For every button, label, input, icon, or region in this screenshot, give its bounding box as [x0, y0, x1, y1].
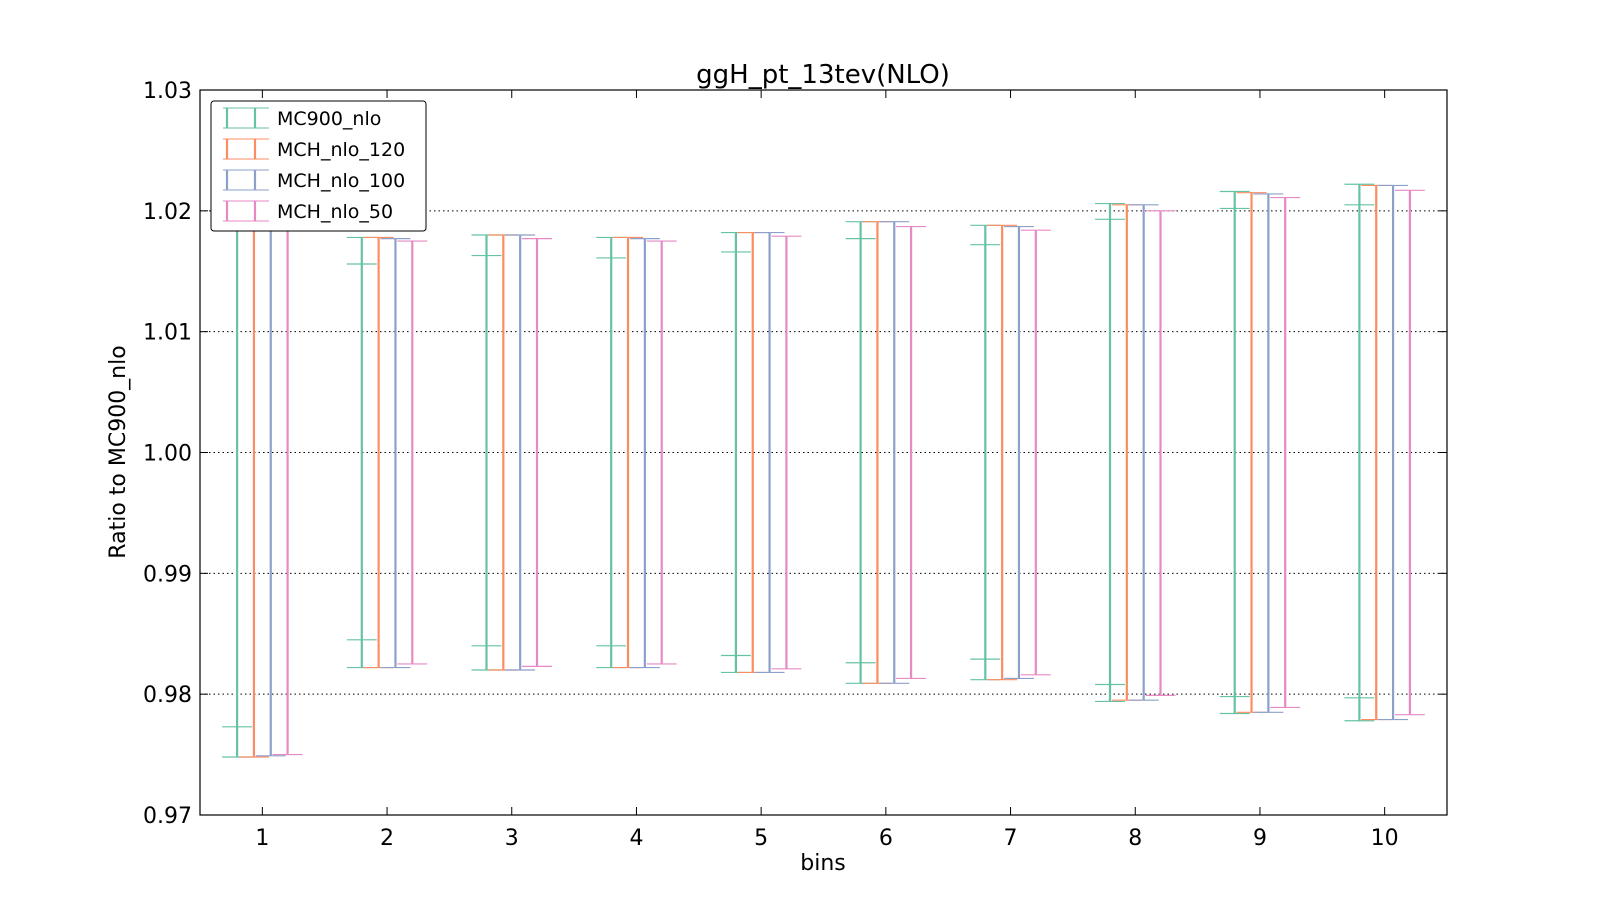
legend-box [210, 100, 427, 232]
legend-item: MCH_nlo_100 [223, 169, 405, 192]
series-MCH_nlo_50 [272, 155, 1425, 756]
errorbars-layer [222, 147, 1425, 758]
series-MCH_nlo_100 [255, 147, 1409, 757]
chart-title: ggH_pt_13tev(NLO) [696, 60, 950, 90]
y-tick-label: 1.01 [143, 321, 192, 346]
x-tick-label: 1 [255, 826, 269, 851]
legend-label: MCH_nlo_100 [277, 170, 405, 192]
legend-label: MCH_nlo_50 [277, 201, 393, 223]
series-MCH_nlo_120 [238, 147, 1392, 758]
legend-label: MC900_nlo [277, 108, 381, 130]
legend-item: MCH_nlo_120 [223, 138, 405, 161]
x-tick-label: 9 [1253, 826, 1267, 851]
y-tick-label: 0.98 [143, 683, 192, 708]
x-tick-label: 2 [380, 826, 394, 851]
y-tick-label: 1.00 [143, 442, 192, 467]
legend-label: MCH_nlo_120 [277, 139, 405, 161]
legend-item: MCH_nlo_50 [223, 200, 393, 223]
x-tick-label: 8 [1128, 826, 1142, 851]
x-tick-label: 4 [629, 826, 643, 851]
y-tick-label: 0.99 [143, 562, 192, 587]
x-tick-label: 10 [1371, 826, 1399, 851]
x-tick-label: 3 [505, 826, 519, 851]
y-tick-label: 0.97 [143, 804, 192, 829]
ticks-layer: 0.97 0.98 0.99 1.00 1.01 1.02 1.03 1 2 3 4 5 6 7 8 9 10 [143, 79, 1447, 851]
x-tick-label: 5 [754, 826, 768, 851]
y-axis-title: Ratio to MC900_nlo [106, 345, 131, 558]
legend: MC900_nlo MCH_nlo_120 MCH_nlo_100 MCH_nlo_5… [210, 100, 427, 232]
y-tick-label: 1.02 [143, 200, 192, 225]
y-tick-label: 1.03 [143, 79, 192, 104]
x-tick-label: 6 [879, 826, 893, 851]
x-axis-title: bins [800, 851, 845, 876]
legend-item: MC900_nlo [223, 107, 381, 130]
x-tick-label: 7 [1004, 826, 1018, 851]
